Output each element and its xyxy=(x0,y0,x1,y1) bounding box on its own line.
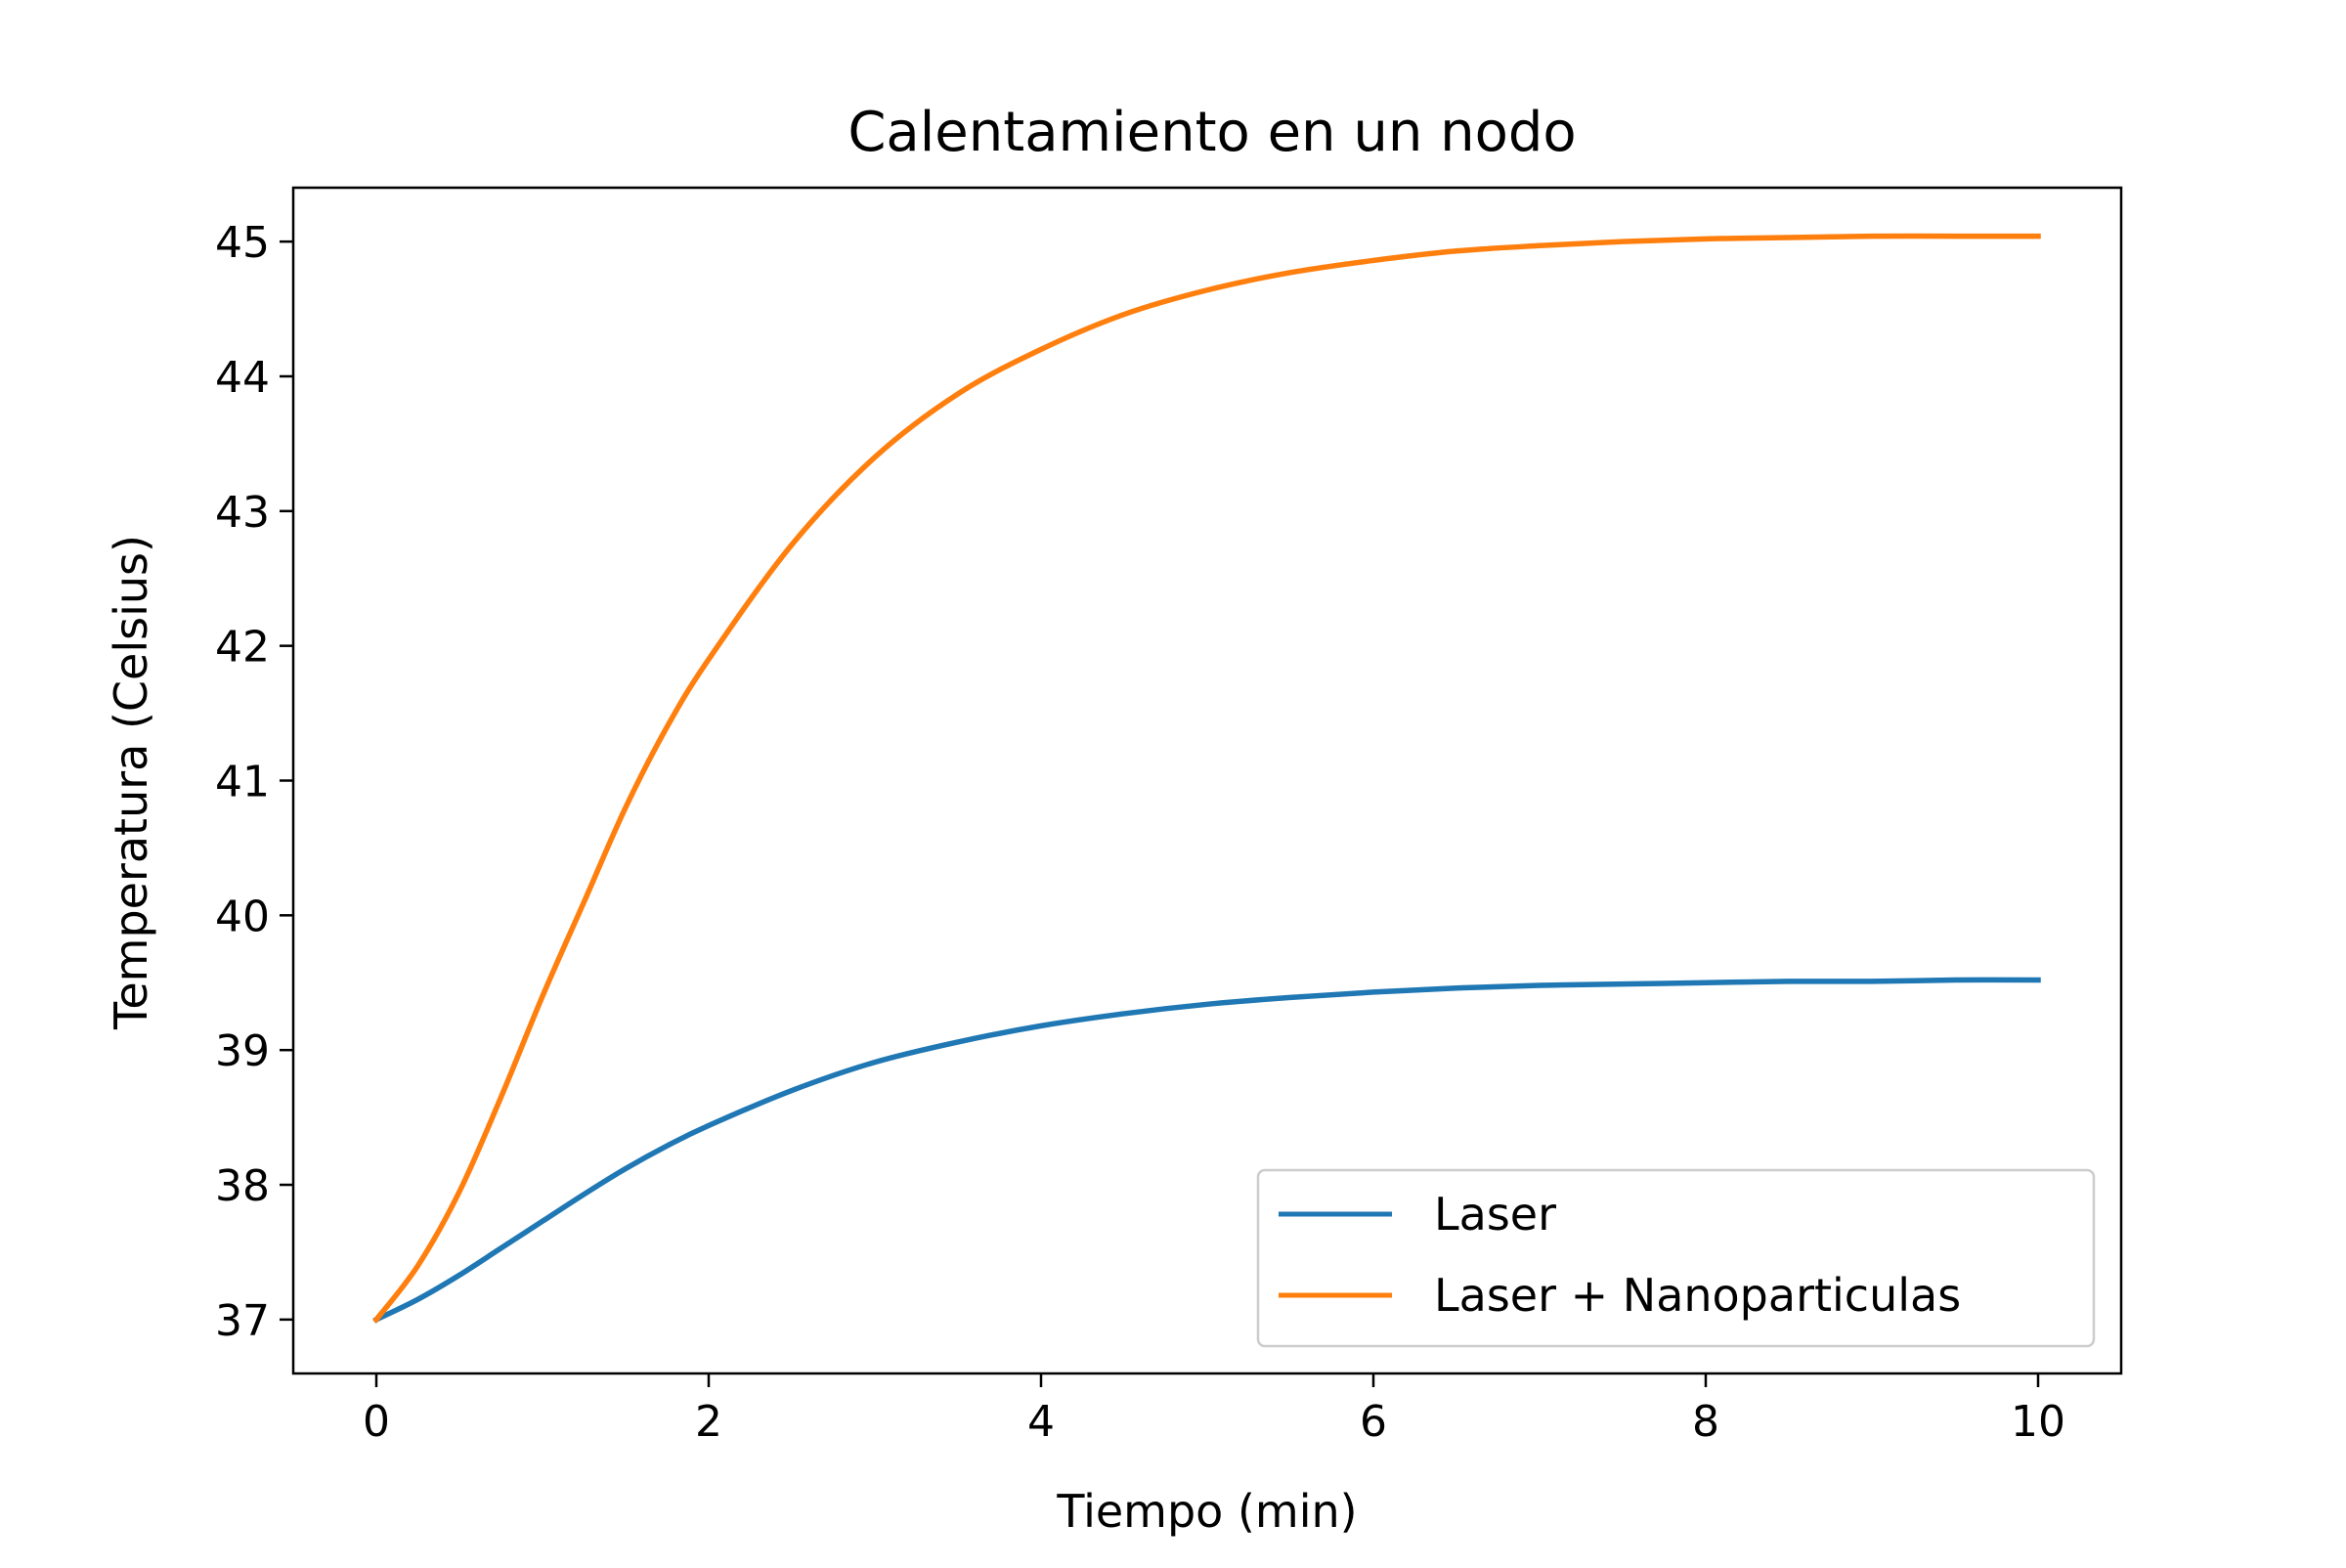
x-axis-label: Tiempo (min) xyxy=(1056,1485,1357,1538)
y-tick-label: 42 xyxy=(215,623,270,673)
x-tick-label: 8 xyxy=(1692,1397,1719,1447)
x-tick-label: 10 xyxy=(2011,1397,2065,1447)
series-layer xyxy=(372,233,2041,1324)
y-tick-label: 44 xyxy=(215,353,270,403)
x-tick-label: 6 xyxy=(1360,1397,1387,1447)
chart-title: Calentamiento en un nodo xyxy=(847,101,1576,164)
y-tick-label: 45 xyxy=(215,218,270,268)
legend: Laser Laser + Nanoparticulas xyxy=(1256,1168,2096,1348)
x-axis-ticks: 0 2 4 6 8 10 xyxy=(363,1373,2065,1447)
series-line-laser xyxy=(372,977,2041,1324)
y-tick-label: 38 xyxy=(215,1161,270,1211)
y-tick-label: 39 xyxy=(215,1026,270,1076)
series-line-laser-nanoparticulas xyxy=(372,233,2041,1324)
y-tick-label: 43 xyxy=(215,488,270,538)
legend-box xyxy=(1256,1168,2096,1348)
y-tick-label: 41 xyxy=(215,758,270,807)
x-tick-label: 4 xyxy=(1027,1397,1055,1447)
legend-label-laser-nanoparticulas: Laser + Nanoparticulas xyxy=(1434,1269,1961,1322)
y-axis-label: Temperatura (Celsius) xyxy=(105,535,157,1030)
x-tick-label: 0 xyxy=(363,1397,390,1447)
x-tick-label: 2 xyxy=(695,1397,722,1447)
legend-label-laser: Laser xyxy=(1434,1188,1556,1241)
y-axis-ticks: 37 38 39 40 41 42 43 44 45 xyxy=(215,218,293,1346)
y-tick-label: 37 xyxy=(215,1296,270,1346)
y-tick-label: 40 xyxy=(215,892,270,941)
